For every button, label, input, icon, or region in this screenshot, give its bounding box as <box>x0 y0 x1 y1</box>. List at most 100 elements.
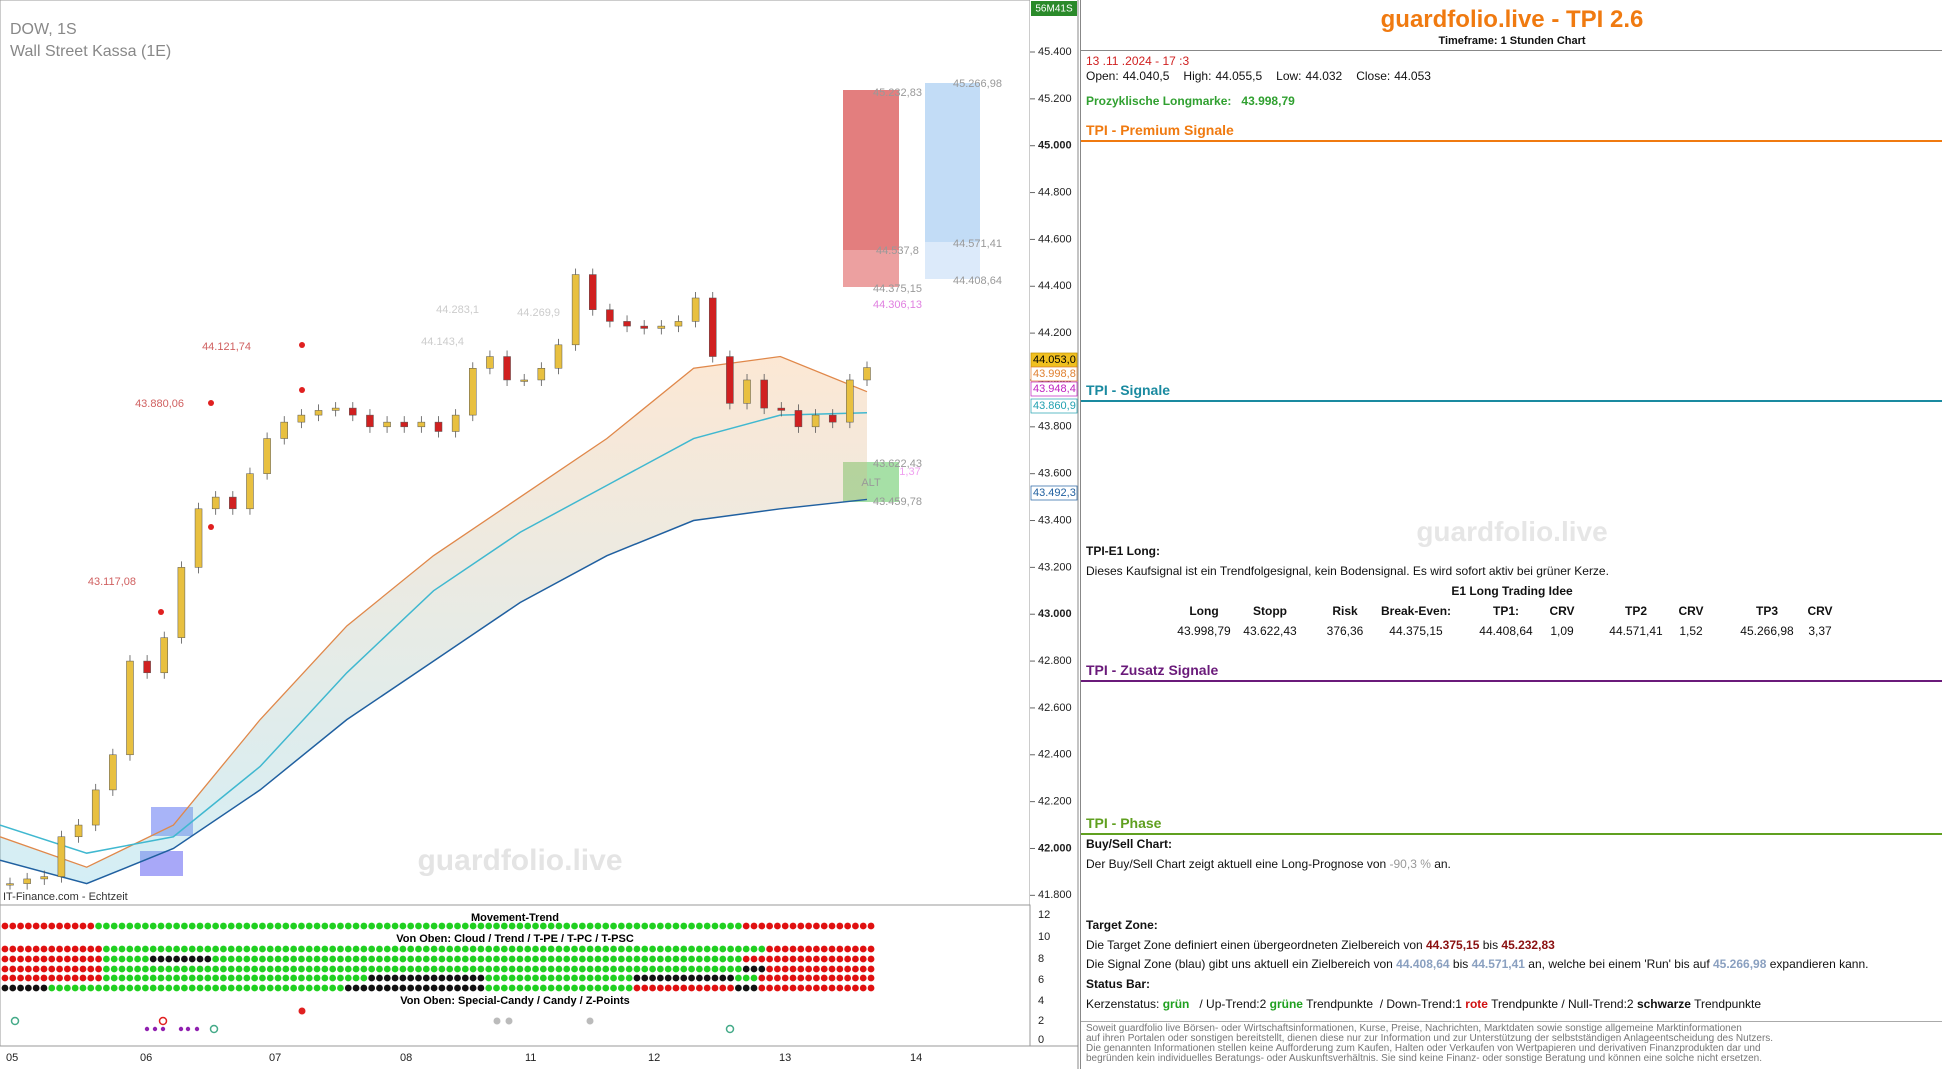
trend-dot <box>532 945 539 953</box>
trend-dot <box>555 922 563 930</box>
trend-dot <box>63 922 71 930</box>
rule <box>1081 140 1942 142</box>
trend-dot <box>516 974 524 982</box>
trend-dot <box>235 974 243 982</box>
section-title: TPI - Premium Signale <box>1086 122 1234 138</box>
trend-dot <box>813 955 820 963</box>
trend-dot <box>633 974 641 982</box>
candle <box>674 321 683 327</box>
target-title: Target Zone: <box>1086 918 1158 932</box>
trend-dot <box>734 974 742 982</box>
date: 13 .11 .2024 - 17 :3 <box>1086 54 1190 68</box>
trend-dot <box>368 984 376 992</box>
trend-dot <box>110 984 118 992</box>
table-header: CRV <box>1678 604 1704 618</box>
price-tag-box <box>1030 381 1078 397</box>
trend-dot <box>32 974 40 982</box>
trend-dot <box>141 965 149 973</box>
text-run: / Up-Trend:2 <box>1189 997 1270 1011</box>
trend-dot <box>617 984 625 992</box>
trend-dot <box>586 945 594 953</box>
text-run: 44.571,41 <box>1471 957 1525 971</box>
text-run: Trendpunkte <box>1690 997 1762 1011</box>
trend-dot <box>571 945 578 953</box>
trend-dot <box>220 955 227 963</box>
trend-dot <box>399 945 407 953</box>
trend-dot <box>563 955 571 963</box>
z-point <box>160 1026 166 1032</box>
trend-dot <box>813 984 820 992</box>
candle <box>589 274 597 310</box>
trend-dot <box>95 955 102 963</box>
text-run: rote <box>1465 997 1488 1011</box>
trend-dot <box>750 955 758 963</box>
signal-dot <box>208 400 214 406</box>
trend-dot <box>563 984 571 992</box>
trend-dot <box>586 974 594 982</box>
trend-dot <box>477 984 485 992</box>
trend-dot <box>391 984 399 992</box>
trend-dot <box>40 955 48 963</box>
trend-dot <box>188 945 196 953</box>
trend-dot <box>524 974 532 982</box>
trend-dot <box>734 965 742 973</box>
trend-dot <box>750 974 758 982</box>
trend-dot <box>586 984 594 992</box>
text-run: Trendpunkte / Null-Trend:2 <box>1487 997 1637 1011</box>
trend-dot <box>695 922 703 930</box>
trend-dot <box>539 965 547 973</box>
signal-dot <box>299 342 305 348</box>
band-cyan <box>0 412 868 854</box>
trend-dot <box>9 945 17 953</box>
trend-dot <box>454 974 461 982</box>
table-header: Break-Even: <box>1380 604 1452 618</box>
trend-dot <box>212 955 220 963</box>
trend-dot <box>805 984 813 992</box>
trend-dot <box>641 955 649 963</box>
trend-dot <box>376 945 383 953</box>
trend-dot <box>157 974 165 982</box>
trend-dot <box>844 955 852 963</box>
trend-dot <box>298 974 305 982</box>
price-tag-box <box>1030 485 1078 501</box>
trend-dot <box>95 922 102 930</box>
rule <box>1081 680 1942 682</box>
trend-dot <box>95 974 102 982</box>
trend-dot <box>17 945 24 953</box>
trend-dot <box>212 974 220 982</box>
trend-dot <box>313 974 321 982</box>
trend-dot <box>149 974 157 982</box>
trend-dot <box>672 974 680 982</box>
x-tick-label: 08 <box>400 1052 412 1064</box>
text-run: expandieren kann. <box>1766 957 1869 971</box>
trend-dot <box>781 965 789 973</box>
candle <box>6 883 14 886</box>
trend-dot <box>204 965 212 973</box>
text-run: an, welche bei einem 'Run' bis auf <box>1524 957 1713 971</box>
trend-dot <box>220 974 227 982</box>
trend-dot <box>63 955 71 963</box>
trend-dot <box>625 974 633 982</box>
ohlc-label: High: <box>1183 69 1212 83</box>
trend-dot <box>742 965 750 973</box>
trend-dot <box>836 974 844 982</box>
buysell-title: Buy/Sell Chart: <box>1086 837 1173 851</box>
trend-dot <box>290 955 298 963</box>
ohlc-value: 44.032 <box>1305 69 1343 83</box>
trend-dot <box>563 922 571 930</box>
trend-dot <box>508 955 516 963</box>
trend-dot <box>422 945 430 953</box>
trend-dot <box>149 984 157 992</box>
trend-dot <box>24 955 32 963</box>
trend-dot <box>1 965 9 973</box>
trend-dot <box>438 965 446 973</box>
trend-dot <box>805 922 813 930</box>
trend-dot <box>9 965 17 973</box>
trend-dot <box>63 974 71 982</box>
indicator-tick: 0 <box>1038 1034 1044 1046</box>
text-run: 45.266,98 <box>1713 957 1767 971</box>
trend-dot <box>24 974 32 982</box>
candle <box>606 309 614 322</box>
trend-dot <box>578 965 586 973</box>
trend-dot <box>329 965 337 973</box>
